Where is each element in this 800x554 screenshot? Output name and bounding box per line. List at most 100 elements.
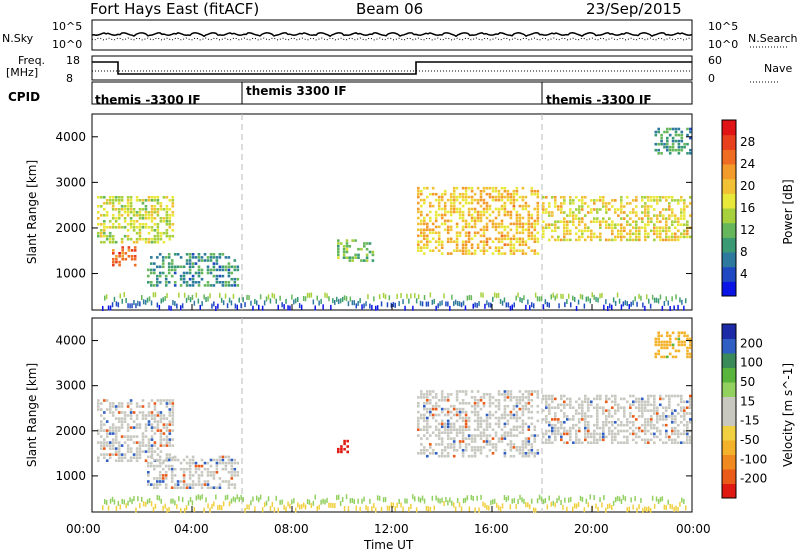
power-cell bbox=[530, 225, 534, 229]
power-cell bbox=[563, 211, 566, 214]
velocity-cell bbox=[423, 407, 426, 411]
velocity-cell bbox=[554, 429, 557, 433]
velocity-cell bbox=[197, 483, 201, 486]
velocity-ground-scatter bbox=[193, 507, 196, 513]
velocity-cell bbox=[470, 396, 474, 399]
power-cell bbox=[497, 246, 501, 249]
power-cell bbox=[623, 235, 626, 239]
power-ground-scatter bbox=[302, 296, 305, 301]
velocity-cell bbox=[647, 429, 650, 433]
velocity-cell bbox=[449, 404, 453, 408]
power-cell bbox=[162, 196, 166, 199]
power-cell bbox=[656, 217, 659, 220]
power-cell bbox=[126, 234, 130, 238]
power-ground-scatter bbox=[667, 300, 669, 306]
velocity-cell bbox=[117, 456, 121, 459]
velocity-cell bbox=[674, 438, 677, 442]
power-cell bbox=[533, 234, 537, 238]
velocity-cell bbox=[147, 441, 151, 444]
velocity-cell bbox=[431, 431, 435, 434]
power-cell bbox=[660, 142, 663, 146]
power-cell bbox=[584, 214, 587, 217]
power-colorbar-cell bbox=[722, 120, 736, 136]
velocity-cell bbox=[617, 423, 620, 427]
velocity-ground-scatter bbox=[570, 496, 572, 502]
velocity-cell bbox=[614, 400, 617, 404]
velocity-cell bbox=[638, 397, 641, 401]
velocity-cell bbox=[105, 459, 109, 462]
velocity-cell bbox=[147, 450, 151, 453]
velocity-cell bbox=[147, 444, 151, 447]
velocity-cell bbox=[147, 455, 150, 459]
power-ground-scatter bbox=[505, 302, 508, 308]
velocity-cell bbox=[197, 477, 201, 480]
velocity-cell bbox=[123, 411, 127, 414]
velocity-cell bbox=[162, 417, 166, 420]
power-cell bbox=[129, 202, 133, 205]
velocity-cell bbox=[671, 355, 675, 359]
power-cell bbox=[569, 214, 572, 217]
power-cell bbox=[224, 256, 228, 259]
power-cell bbox=[434, 240, 438, 243]
velocity-ground-scatter bbox=[287, 501, 289, 507]
velocity-cell bbox=[551, 397, 554, 401]
power-cell bbox=[674, 130, 678, 134]
power-cell bbox=[479, 210, 483, 214]
power-cell bbox=[437, 207, 441, 211]
power-cell bbox=[665, 199, 668, 202]
velocity-cell bbox=[431, 407, 435, 411]
power-ground-scatter bbox=[458, 301, 461, 307]
power-cell bbox=[632, 211, 635, 214]
velocity-cell bbox=[641, 397, 644, 401]
power-ground-scatter bbox=[605, 299, 607, 305]
power-ground-scatter bbox=[107, 305, 110, 311]
velocity-ground-scatter bbox=[601, 502, 603, 508]
power-cell bbox=[171, 214, 175, 217]
power-cell bbox=[141, 223, 145, 226]
velocity-cell bbox=[153, 464, 156, 468]
power-cell bbox=[632, 208, 635, 211]
power-cell bbox=[111, 196, 115, 199]
power-cell bbox=[197, 253, 201, 256]
power-cell bbox=[351, 259, 354, 262]
velocity-cell bbox=[426, 454, 429, 458]
power-cell bbox=[656, 220, 659, 223]
velocity-cell bbox=[485, 422, 489, 426]
power-cell bbox=[158, 274, 162, 278]
power-cell bbox=[458, 213, 462, 217]
power-ground-scatter bbox=[575, 306, 578, 311]
velocity-cell bbox=[159, 402, 163, 405]
power-cell bbox=[221, 284, 225, 287]
velocity-cell bbox=[458, 428, 462, 431]
velocity-cell bbox=[230, 461, 234, 465]
velocity-colorbar-frame bbox=[721, 323, 737, 499]
power-cell bbox=[126, 202, 130, 205]
power-cell bbox=[156, 214, 160, 217]
velocity-ground-scatter bbox=[209, 507, 211, 513]
power-cell bbox=[569, 232, 572, 236]
power-cell bbox=[473, 225, 477, 229]
velocity-cell bbox=[165, 426, 169, 429]
power-cell bbox=[563, 235, 566, 239]
power-cell bbox=[440, 192, 444, 196]
power-cell bbox=[659, 196, 662, 199]
velocity-cell bbox=[644, 438, 647, 442]
power-cell bbox=[147, 214, 151, 217]
power-cell bbox=[345, 256, 349, 259]
power-cell bbox=[150, 199, 154, 202]
velocity-ground-scatter bbox=[661, 496, 664, 502]
power-ground-scatter bbox=[618, 298, 621, 304]
power-cell bbox=[446, 219, 450, 223]
power-cell bbox=[566, 238, 569, 242]
power-cell bbox=[345, 247, 349, 251]
velocity-cell bbox=[446, 396, 450, 399]
velocity-cell bbox=[129, 399, 133, 402]
velocity-cell bbox=[518, 407, 522, 411]
power-cell bbox=[563, 199, 566, 202]
velocity-cell bbox=[671, 415, 674, 418]
velocity-cell bbox=[668, 397, 671, 401]
power-cell bbox=[147, 231, 151, 235]
power-ground-scatter bbox=[326, 293, 328, 299]
velocity-ground-scatter bbox=[406, 498, 408, 504]
velocity-cell bbox=[647, 394, 650, 398]
